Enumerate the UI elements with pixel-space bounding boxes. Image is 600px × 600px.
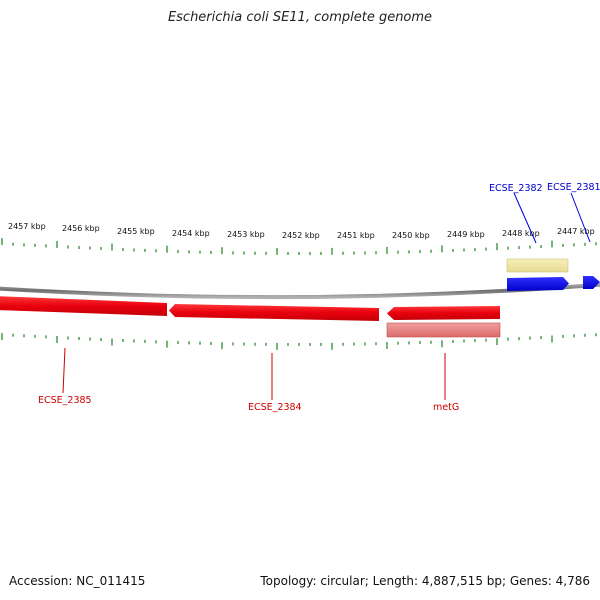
scale-label: 2451 kbp <box>337 231 375 240</box>
gene-arrow-metG[interactable] <box>387 306 500 320</box>
scale-label: 2453 kbp <box>227 230 265 239</box>
scale-label: 2456 kbp <box>62 224 100 233</box>
scale-label: 2452 kbp <box>282 231 320 240</box>
gene-arrow-ecse-2382[interactable] <box>507 277 569 291</box>
scale-label: 2457 kbp <box>8 222 46 231</box>
scale-label: 2455 kbp <box>117 227 155 236</box>
scale-ticks-inner <box>1 333 597 350</box>
accession-text: Accession: NC_011415 <box>9 574 146 588</box>
scale-labels: 2457 kbp 2456 kbp 2455 kbp 2454 kbp 2453… <box>8 222 595 240</box>
label-leaders <box>62 192 591 400</box>
gene-label-ecse-2385[interactable]: ECSE_2385 <box>38 395 92 406</box>
scale-label: 2449 kbp <box>447 230 485 239</box>
gene-arrow-ecse-2384[interactable] <box>169 304 379 321</box>
gene-label-ecse-2384[interactable]: ECSE_2384 <box>248 402 302 413</box>
scale-label: 2448 kbp <box>502 229 540 238</box>
scale-label: 2454 kbp <box>172 229 210 238</box>
scale-ticks-outer <box>1 238 597 255</box>
gene-feature-ecse-2382-light[interactable] <box>506 258 569 273</box>
gene-arrow-ecse-2385[interactable] <box>0 296 167 316</box>
map-title: Escherichia coli SE11, complete genome <box>167 10 433 25</box>
gene-label-ecse-2381[interactable]: ECSE_2381 <box>547 182 600 193</box>
scale-label: 2447 kbp <box>557 227 595 236</box>
genome-summary-text: Topology: circular; Length: 4,887,515 bp… <box>260 574 590 588</box>
gene-arrow-ecse-2381[interactable] <box>583 276 600 289</box>
gene-label-ecse-2382[interactable]: ECSE_2382 <box>489 183 543 194</box>
scale-label: 2450 kbp <box>392 231 430 240</box>
gene-feature-metG-light[interactable] <box>386 322 501 338</box>
gene-label-metG[interactable]: metG <box>433 402 459 413</box>
